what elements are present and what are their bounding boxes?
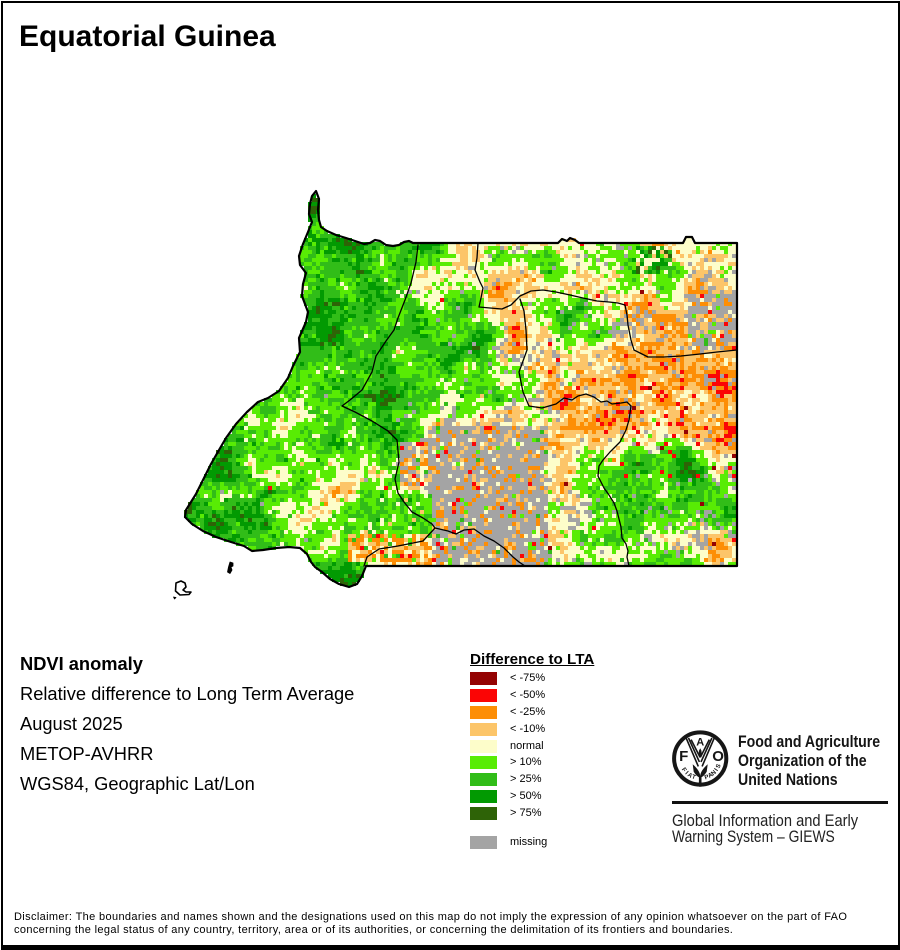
svg-text:F: F — [679, 748, 688, 765]
svg-text:S: S — [715, 763, 723, 770]
svg-text:A: A — [696, 736, 704, 748]
svg-text:I: I — [684, 770, 690, 776]
svg-text:A: A — [686, 771, 694, 780]
svg-text:I: I — [713, 767, 720, 773]
svg-text:A: A — [707, 771, 715, 780]
svg-text:O: O — [712, 748, 724, 765]
svg-text:T: T — [691, 773, 697, 781]
svg-text:F: F — [680, 766, 688, 773]
svg-text:P: P — [704, 773, 710, 781]
svg-text:N: N — [710, 769, 718, 778]
